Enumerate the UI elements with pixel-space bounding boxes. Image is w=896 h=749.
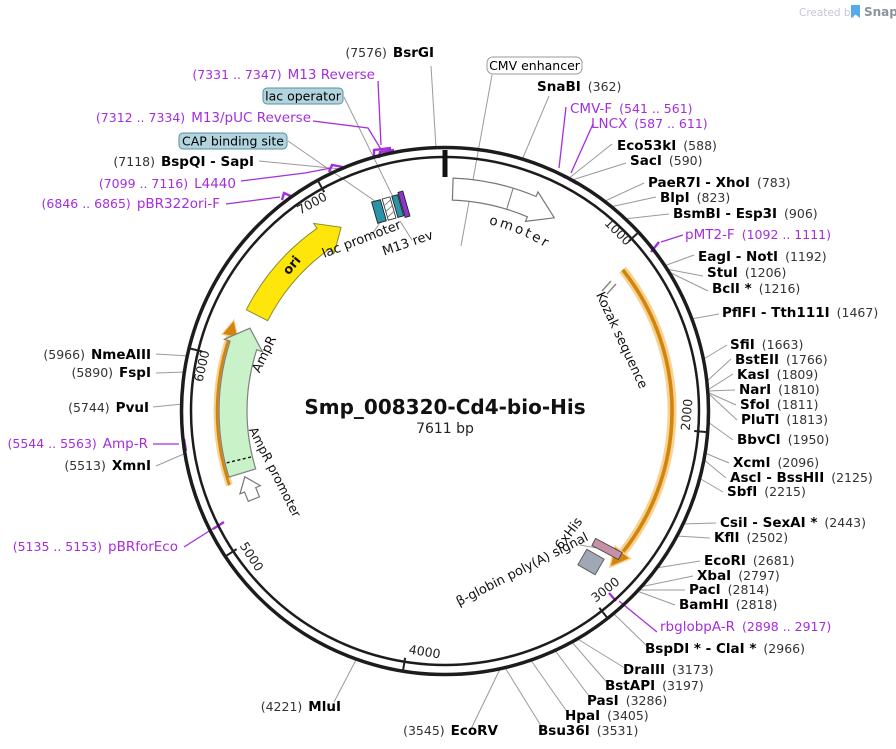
cmv-promoter-arrow[interactable] <box>451 177 556 223</box>
tick-6000: 6000 <box>191 349 213 383</box>
cap-binding-site-chip-label: CAP binding site <box>182 134 284 149</box>
snapgene-watermark: Created by SnapGene <box>799 5 896 19</box>
label-amp-r[interactable]: (5544 .. 5563) Amp-R <box>8 436 149 452</box>
label-bsmbi-esp3i[interactable]: BsmBI - Esp3I (906) <box>673 206 818 222</box>
label-bsrgi[interactable]: (7576) BsrGI <box>345 45 434 61</box>
label-xcmi[interactable]: XcmI (2096) <box>733 455 819 471</box>
ampr-orf-arc[interactable] <box>215 332 233 486</box>
tick-2000: 2000 <box>678 398 696 431</box>
label-nari[interactable]: NarI (1810) <box>739 382 820 398</box>
position-ticks <box>189 180 708 671</box>
created-by-text: Created by <box>799 7 857 19</box>
label-pvui[interactable]: (5744) PvuI <box>68 400 149 416</box>
label-l4440[interactable]: (7099 .. 7116) L4440 <box>99 176 236 192</box>
tick-1000: 1000 <box>602 215 635 248</box>
label-sfii[interactable]: SfiI (1663) <box>730 337 803 353</box>
plasmid-backbone-outer <box>179 145 711 677</box>
beta-globin-label[interactable]: β-globin poly(A) signal <box>454 530 591 610</box>
m13-rev-primer-box[interactable] <box>397 190 411 219</box>
label-lncx[interactable]: LNCX (587 .. 611) <box>591 116 708 132</box>
label-bsteii[interactable]: BstEII (1766) <box>735 352 828 368</box>
label-hpai[interactable]: HpaI (3405) <box>565 708 649 724</box>
primer-anneal-brackets <box>182 146 660 602</box>
ampr-arrow[interactable] <box>218 327 264 478</box>
label-kasi[interactable]: KasI (1809) <box>737 367 818 383</box>
label-pbrforeco[interactable]: (5135 .. 5153) pBRforEco <box>13 539 178 555</box>
kozak-marks <box>601 280 617 295</box>
cmv-enhancer-promoter-divider <box>506 188 514 210</box>
cds-arc[interactable] <box>618 268 674 557</box>
lac-operator-chip[interactable]: lac operator <box>262 87 344 105</box>
label-paci[interactable]: PacI (2814) <box>689 582 769 598</box>
label-bamhi[interactable]: BamHI (2818) <box>679 597 777 613</box>
label-bspqi-sapi[interactable]: (7118) BspQI - SapI <box>113 154 254 170</box>
label-pflfi-tth111i[interactable]: PflFI - Tth111I (1467) <box>722 305 878 321</box>
label-snabi[interactable]: SnaBI (362) <box>537 79 621 95</box>
label-rbglobpa-r[interactable]: rbglobpA-R (2898 .. 2917) <box>660 619 831 635</box>
label-pasi[interactable]: PasI (3286) <box>587 693 667 709</box>
label-bspdi-clai[interactable]: BspDI * - ClaI * (2966) <box>645 641 805 657</box>
label-draiii[interactable]: DraIII (3173) <box>623 662 714 678</box>
lac-operator-chip-label: lac operator <box>265 89 342 104</box>
label-xbai[interactable]: XbaI (2797) <box>697 568 780 584</box>
ampr-promoter-label[interactable]: AmpR promoter <box>246 424 305 520</box>
label-blpi[interactable]: BlpI (823) <box>660 190 730 206</box>
label-nmeaiii[interactable]: (5966) NmeAIII <box>43 347 151 363</box>
six-his-box[interactable] <box>591 537 623 561</box>
plasmid-length: 7611 bp <box>416 421 474 437</box>
label-bsu36i[interactable]: Bsu36I (3531) <box>538 723 638 739</box>
beta-globin-polya-box[interactable] <box>577 548 605 576</box>
cap-binding-site-chip-bg <box>178 132 288 150</box>
label-eco53ki[interactable]: Eco53kI (588) <box>617 138 717 154</box>
label-sfoi[interactable]: SfoI (1811) <box>740 397 818 413</box>
ampr-promoter-arrow[interactable] <box>235 473 264 503</box>
label-bstapi[interactable]: BstAPI (3197) <box>605 678 704 694</box>
ampr-signal-boundary <box>225 456 252 464</box>
label-pluti[interactable]: PluTI (1813) <box>741 412 828 428</box>
ori-arrow[interactable] <box>245 222 342 322</box>
cap-binding-site-chip[interactable]: CAP binding site <box>178 132 288 150</box>
label-m13-reverse[interactable]: (7331 .. 7347) M13 Reverse <box>192 67 375 83</box>
lac-operator-box[interactable] <box>391 194 405 219</box>
label-eagi-noti[interactable]: EagI - NotI (1192) <box>698 249 827 265</box>
tick-4000: 4000 <box>408 642 442 662</box>
label-saci[interactable]: SacI (590) <box>630 153 702 169</box>
snapgene-flag-icon <box>851 5 860 18</box>
label-ecorv[interactable]: (3545) EcoRV <box>403 723 498 739</box>
cap-binding-site-box[interactable] <box>371 199 387 224</box>
label-fspi[interactable]: (5890) FspI <box>71 365 151 381</box>
label-sbfi[interactable]: SbfI (2215) <box>727 484 806 500</box>
cmv-enhancer-chip-bg <box>486 56 583 75</box>
label-asci-bsshii[interactable]: AscI - BssHII (2125) <box>730 470 873 486</box>
cmv-enhancer-chip-label: CMV enhancer <box>489 58 581 73</box>
primer-connector-lines <box>153 80 684 633</box>
snapgene-brand-text: SnapGene <box>864 5 896 19</box>
label-paer7i-xhoi[interactable]: PaeR7I - XhoI (783) <box>648 175 791 191</box>
cmv-enhancer-chip[interactable]: CMV enhancer <box>486 56 583 75</box>
label-stui[interactable]: StuI (1206) <box>707 265 786 281</box>
lac-operator-chip-bg <box>262 87 344 105</box>
label-bcli[interactable]: BclI * (1216) <box>712 281 800 297</box>
label-pmt2-f[interactable]: pMT2-F (1092 .. 1111) <box>685 227 831 243</box>
ampr-orf-arrowhead <box>220 318 239 339</box>
lac-promoter-hatch <box>383 199 395 218</box>
label-bbvci[interactable]: BbvCI (1950) <box>737 432 829 448</box>
tick-5000: 5000 <box>237 539 267 574</box>
plasmid-title: Smp_008320-Cd4-bio-His <box>304 395 585 419</box>
label-cmv-f[interactable]: CMV-F (541 .. 561) <box>570 101 693 117</box>
label-pbr322ori-f[interactable]: (6846 .. 6865) pBR322ori-F <box>42 196 220 212</box>
label-csii-sexai[interactable]: CsiI - SexAI * (2443) <box>720 515 866 531</box>
label-m13-puc-reverse[interactable]: (7312 .. 7334) M13/pUC Reverse <box>96 110 311 126</box>
label-kfli[interactable]: KflI (2502) <box>714 530 788 546</box>
label-connector-lines <box>152 65 738 730</box>
tick-3000: 3000 <box>588 574 622 605</box>
label-xmni[interactable]: (5513) XmnI <box>64 458 151 474</box>
label-ecori[interactable]: EcoRI (2681) <box>704 553 795 569</box>
label-mlui[interactable]: (4221) MluI <box>261 699 341 715</box>
